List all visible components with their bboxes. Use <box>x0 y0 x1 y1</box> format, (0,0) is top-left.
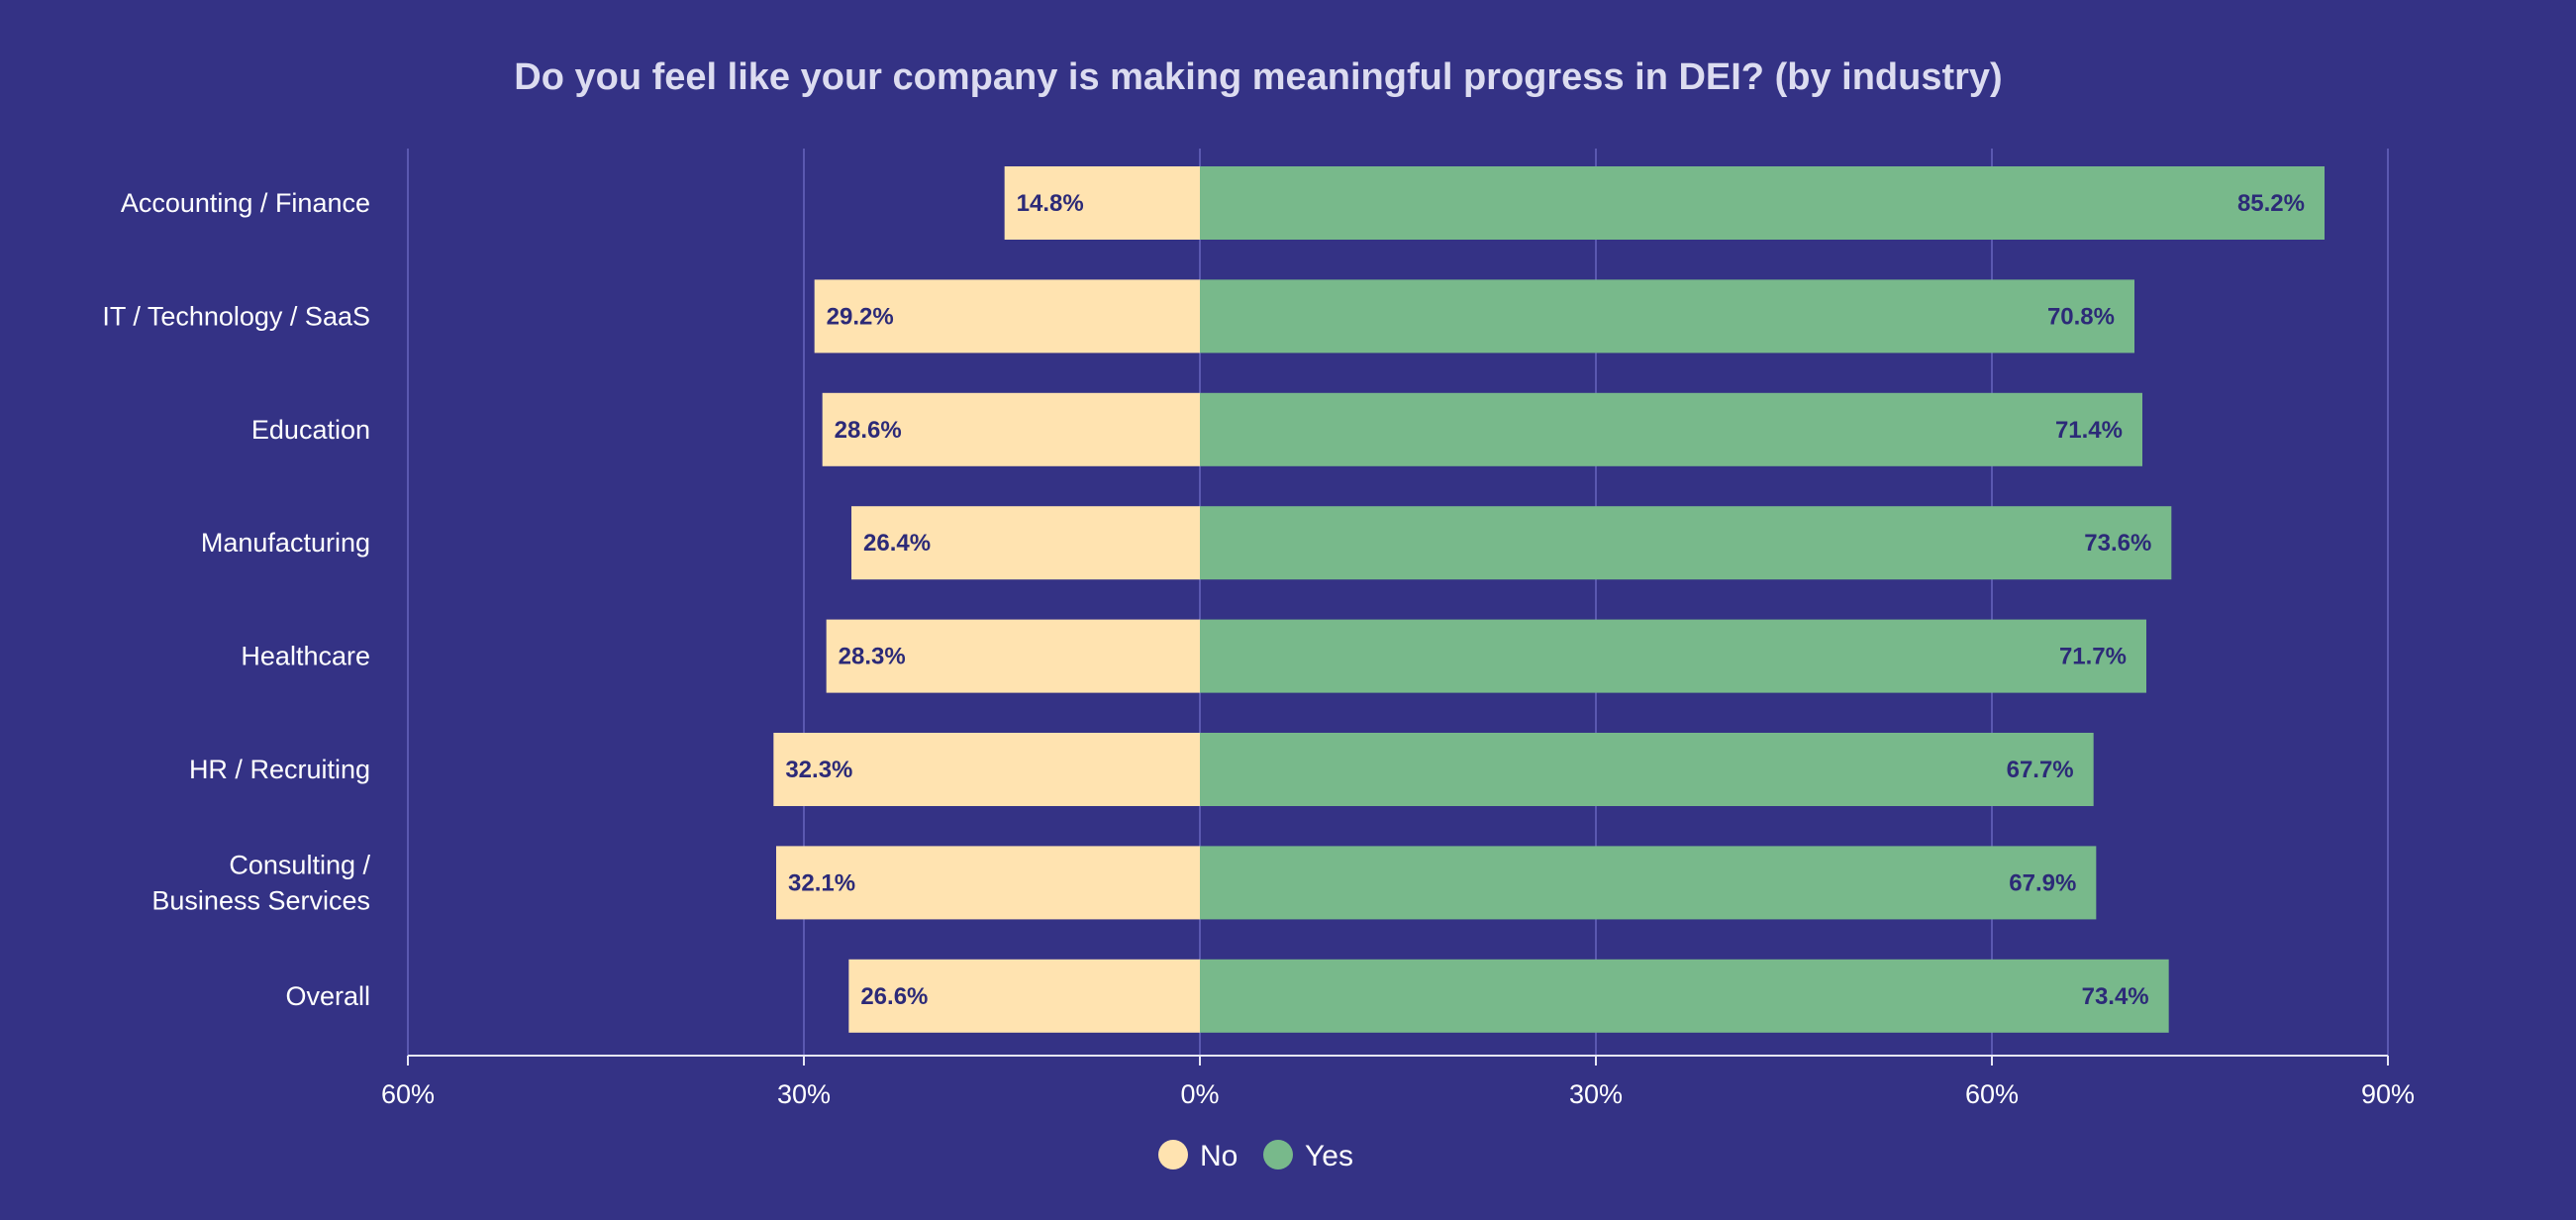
bar-label-no: 32.1% <box>788 869 855 896</box>
bar-yes <box>1200 506 2172 580</box>
category-label: Healthcare <box>241 642 370 671</box>
x-tick-label: 30% <box>1569 1079 1623 1109</box>
bar-label-no: 14.8% <box>1017 190 1084 217</box>
category-labels: Accounting / Finance IT / Technology / Sa… <box>102 188 370 1011</box>
x-tick-label: 60% <box>1965 1079 2019 1109</box>
bar-yes <box>1200 733 2094 806</box>
bar-yes <box>1200 392 2142 466</box>
bar-label-yes: 73.6% <box>2084 530 2151 557</box>
bar-label-no: 26.4% <box>863 530 931 557</box>
bar-no <box>1004 166 1200 240</box>
category-label: Manufacturing <box>201 528 370 558</box>
legend: No Yes <box>1158 1140 1353 1172</box>
legend-swatch-yes <box>1263 1140 1293 1169</box>
bar-no <box>773 733 1200 806</box>
x-tick-label: 60% <box>381 1079 435 1109</box>
x-axis: 60% 30% 0% 30% 60% 90% <box>381 1055 2415 1109</box>
bar-no <box>826 619 1200 693</box>
category-label: Consulting / <box>229 850 370 879</box>
x-tick-label: 90% <box>2361 1079 2415 1109</box>
legend-label-no: No <box>1200 1140 1238 1172</box>
category-label: HR / Recruiting <box>189 755 370 784</box>
category-label: IT / Technology / SaaS <box>102 301 370 331</box>
bars: 14.8% 85.2% 29.2% 70.8% 28.6% 71.4% 26.4% 73.6%… <box>773 166 2325 1033</box>
bar-label-no: 26.6% <box>860 983 928 1010</box>
legend-swatch-no <box>1158 1140 1188 1169</box>
bar-no <box>822 392 1200 466</box>
bar-no <box>776 846 1200 920</box>
bar-label-yes: 67.9% <box>2009 869 2076 896</box>
bar-label-yes: 85.2% <box>2237 190 2305 217</box>
bar-yes <box>1200 619 2146 693</box>
legend-label-yes: Yes <box>1305 1140 1353 1172</box>
bar-label-yes: 67.7% <box>2007 757 2074 783</box>
bar-label-no: 32.3% <box>785 757 852 783</box>
bar-yes <box>1200 959 2169 1033</box>
bar-label-no: 28.6% <box>835 417 902 444</box>
bar-yes <box>1200 846 2097 920</box>
bar-label-yes: 71.4% <box>2055 417 2123 444</box>
bar-no <box>848 959 1200 1033</box>
bar-label-no: 28.3% <box>839 644 906 670</box>
chart-title: Do you feel like your company is making … <box>514 56 2002 98</box>
category-label: Education <box>251 415 370 445</box>
bar-label-yes: 73.4% <box>2082 983 2149 1010</box>
bar-yes <box>1200 166 2325 240</box>
bar-yes <box>1200 279 2134 354</box>
x-tick-label: 0% <box>1180 1079 1219 1109</box>
bar-label-no: 29.2% <box>827 303 894 330</box>
category-label: Overall <box>285 981 370 1011</box>
bar-label-yes: 71.7% <box>2059 644 2127 670</box>
category-label: Accounting / Finance <box>121 188 370 218</box>
x-tick-label: 30% <box>777 1079 831 1109</box>
bar-no <box>851 506 1200 580</box>
bar-no <box>814 279 1200 354</box>
bar-label-yes: 70.8% <box>2047 303 2115 330</box>
category-label: Business Services <box>151 885 370 915</box>
